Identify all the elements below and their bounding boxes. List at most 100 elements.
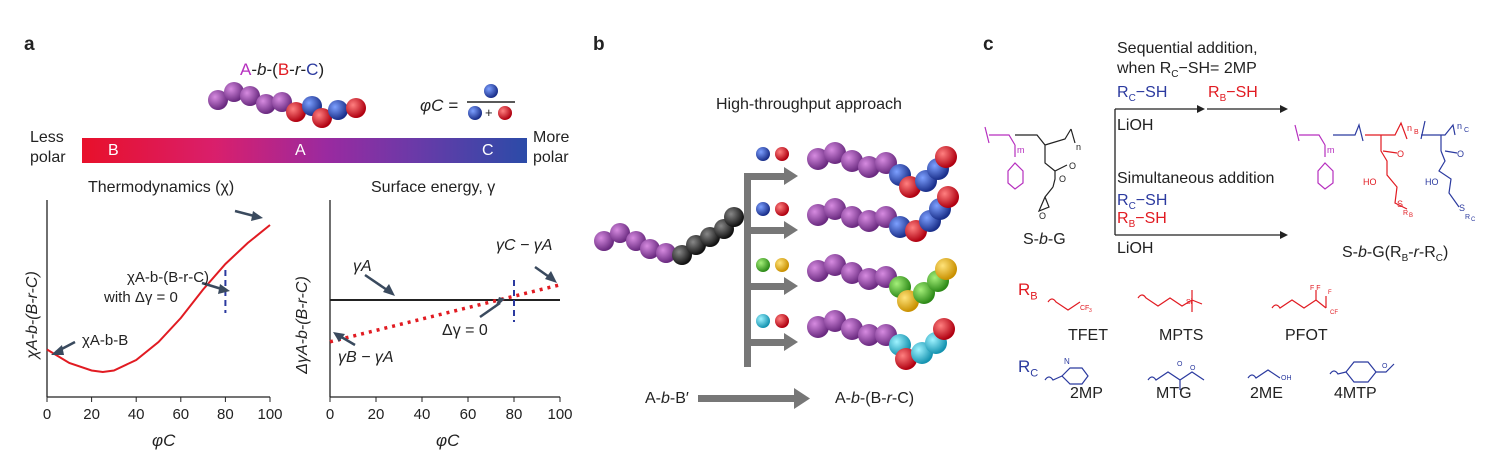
chart-thermodynamics: χA-b-(B-r-C) 0 20 40 60 80 100 χA-b-(B-r-C) w… — [24, 200, 283, 423]
svg-text:3: 3 — [1089, 308, 1092, 314]
chart1-ann-delta0: with Δγ = 0 — [103, 289, 178, 306]
bar-label-c: C — [482, 142, 494, 159]
reaction-scheme: m n O O O m n B n C O O HO HO S R B S R … — [984, 105, 1476, 239]
svg-text:O: O — [1039, 211, 1046, 221]
rb-sh-label-bottom: RB−SH — [1117, 210, 1167, 231]
svg-text:HO: HO — [1425, 177, 1439, 187]
bar-label-b: B — [108, 142, 119, 159]
product-chain-1 — [807, 142, 957, 198]
more-polar-label: More polar — [533, 129, 570, 166]
svg-text:OH: OH — [1281, 375, 1292, 382]
chart2-tick-label: 40 — [414, 406, 431, 423]
svg-text:n: n — [1076, 142, 1081, 152]
start-polymer-label: S-b-G — [1023, 231, 1066, 248]
svg-text:m: m — [1017, 145, 1025, 155]
sequential-addition-line2: when RC−SH= 2MP — [1117, 60, 1257, 81]
high-throughput-diagram — [594, 142, 959, 409]
svg-text:F F: F F — [1310, 285, 1321, 292]
chart2-ann-gamma-b: γB − γA — [338, 349, 394, 366]
chart-surface-energy: ΔγA-b-(B-r-C) 0 20 40 60 80 100 γA γC − γA Δγ… — [294, 200, 573, 423]
lioh-label-top: LiOH — [1117, 117, 1154, 134]
rc-item-mtg: MTG — [1156, 385, 1192, 402]
bar-label-a: A — [295, 142, 306, 159]
product-chain-4 — [807, 310, 955, 370]
rb-structures: CF 3 Si F F CF F — [1047, 285, 1338, 316]
chart2-tick-label: 100 — [547, 406, 572, 423]
less-polar-label: Less polar — [30, 129, 66, 166]
rc-sh-label-bottom: RC−SH — [1117, 192, 1168, 213]
chart1-tick-label: 40 — [128, 406, 145, 423]
chart2-ylabel: ΔγA-b-(B-r-C) — [294, 276, 311, 375]
rb-item-tfet: TFET — [1068, 327, 1108, 344]
svg-text:Si: Si — [1186, 299, 1193, 306]
chart2-tick-label: 60 — [460, 406, 477, 423]
panel-a-label: a — [24, 34, 35, 55]
rb-sh-label-top: RB−SH — [1208, 84, 1258, 105]
phi-c-fraction — [467, 84, 515, 120]
chart1-ann-chi-abb: χA-b-B — [82, 332, 128, 349]
svg-text:n: n — [1407, 123, 1412, 133]
rc-item-2mp: 2MP — [1070, 385, 1103, 402]
svg-text:n: n — [1457, 121, 1462, 131]
svg-text:O: O — [1069, 161, 1076, 171]
chart1-tick-label: 20 — [83, 406, 100, 423]
starting-polymer — [594, 207, 744, 265]
svg-text:O: O — [1397, 149, 1404, 159]
svg-text:N: N — [1064, 357, 1070, 366]
svg-text:R: R — [1403, 210, 1408, 217]
chart2-title: Surface energy, γ — [371, 179, 496, 196]
chart2-ann-gamma-a: γA — [353, 258, 372, 275]
svg-text:C: C — [1464, 127, 1469, 134]
product-polymer-label: S-b-G(RB-r-RC) — [1342, 244, 1449, 265]
rc-group-label: RC — [1018, 357, 1039, 380]
chart1-tick-label: 0 — [43, 406, 51, 423]
chart1-tick-label: 60 — [172, 406, 189, 423]
lioh-label-bottom: LiOH — [1117, 240, 1154, 257]
svg-text:R: R — [1465, 214, 1470, 221]
panel-b-title: High-throughput approach — [716, 96, 902, 113]
chi-curve — [46, 224, 271, 374]
chart1-xlabel: φC — [152, 431, 176, 450]
rc-item-2me: 2ME — [1250, 385, 1283, 402]
svg-text:CF: CF — [1330, 310, 1338, 316]
phi-c-plus: + — [485, 105, 493, 120]
rb-group-label: RB — [1018, 280, 1038, 303]
polymer-chain-illustration — [208, 82, 366, 128]
svg-text:O: O — [1059, 174, 1066, 184]
rb-item-pfot: PFOT — [1285, 327, 1328, 344]
chart2-tick-label: 80 — [506, 406, 523, 423]
chart1-ann-chi-abbrc: χA-b-(B-r-C) — [127, 269, 209, 286]
svg-text:S: S — [1459, 203, 1465, 213]
svg-text:m: m — [1327, 145, 1335, 155]
svg-text:C: C — [1471, 217, 1476, 223]
polarity-gradient-bar — [82, 138, 527, 163]
product-chain-2 — [807, 186, 959, 242]
chart1-title: Thermodynamics (χ) — [88, 179, 235, 196]
chart2-ann-delta0: Δγ = 0 — [442, 322, 488, 339]
panel-b-right-label: A-b-(B-r-C) — [835, 390, 915, 407]
polymer-formula: A-b-(B-r-C) — [240, 60, 325, 79]
svg-text:CF: CF — [1080, 305, 1089, 312]
rc-structures: N O O OH O — [1044, 357, 1395, 390]
svg-text:S: S — [1397, 199, 1403, 209]
panel-b-label: b — [593, 34, 605, 55]
product-chain-3 — [807, 254, 957, 312]
panel-c-label: c — [983, 34, 994, 55]
chart2-tick-label: 0 — [326, 406, 334, 423]
chart2-ann-gamma-c: γC − γA — [496, 237, 552, 254]
simultaneous-addition: Simultaneous addition — [1117, 170, 1275, 187]
rb-item-mpts: MPTS — [1159, 327, 1204, 344]
chart1-tick-label: 80 — [217, 406, 234, 423]
svg-text:HO: HO — [1363, 177, 1377, 187]
chart1-tick-label: 100 — [257, 406, 282, 423]
svg-text:B: B — [1414, 129, 1419, 136]
chart2-tick-label: 20 — [368, 406, 385, 423]
panel-b-left-label: A-b-B′ — [645, 390, 689, 407]
sequential-addition-line1: Sequential addition, — [1117, 40, 1258, 57]
svg-text:O: O — [1177, 361, 1183, 368]
phi-c-equation-lhs: φC = — [420, 96, 459, 115]
chart1-ylabel: χA-b-(B-r-C) — [24, 271, 41, 361]
svg-text:O: O — [1382, 363, 1388, 370]
svg-text:B: B — [1409, 213, 1413, 219]
svg-text:O: O — [1190, 365, 1196, 372]
